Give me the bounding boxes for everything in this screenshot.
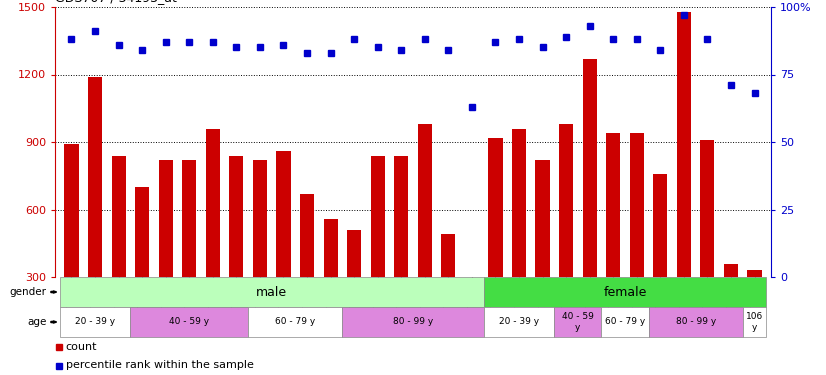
Bar xyxy=(342,307,484,337)
Bar xyxy=(441,234,455,277)
Bar xyxy=(183,160,197,277)
Bar xyxy=(629,133,643,277)
Bar xyxy=(347,230,361,277)
Text: gender: gender xyxy=(10,287,47,297)
Bar xyxy=(159,160,173,277)
Text: 40 - 59 y: 40 - 59 y xyxy=(169,318,209,327)
Text: 60 - 79 y: 60 - 79 y xyxy=(275,318,316,327)
Bar xyxy=(700,140,714,277)
Bar xyxy=(653,174,667,277)
Bar xyxy=(112,156,126,277)
Text: female: female xyxy=(603,285,647,298)
Bar xyxy=(88,77,102,277)
Bar xyxy=(131,307,248,337)
Text: 60 - 79 y: 60 - 79 y xyxy=(605,318,645,327)
Bar xyxy=(648,307,743,337)
Bar xyxy=(488,138,502,277)
Bar xyxy=(135,187,150,277)
Bar xyxy=(277,151,291,277)
Bar xyxy=(748,270,762,277)
Text: 20 - 39 y: 20 - 39 y xyxy=(499,318,539,327)
Text: percentile rank within the sample: percentile rank within the sample xyxy=(66,360,254,370)
Bar xyxy=(64,144,78,277)
Bar xyxy=(59,307,131,337)
Text: 80 - 99 y: 80 - 99 y xyxy=(393,318,433,327)
Text: 106
y: 106 y xyxy=(746,312,763,332)
Bar xyxy=(484,307,554,337)
Bar xyxy=(535,160,549,277)
Bar xyxy=(554,307,601,337)
Bar xyxy=(601,307,648,337)
Bar xyxy=(300,194,314,277)
Bar xyxy=(230,156,244,277)
Bar xyxy=(676,12,691,277)
Text: 20 - 39 y: 20 - 39 y xyxy=(75,318,115,327)
Bar xyxy=(743,307,767,337)
Bar xyxy=(484,277,767,307)
Bar xyxy=(324,219,338,277)
Bar xyxy=(418,124,432,277)
Bar xyxy=(559,124,573,277)
Text: age: age xyxy=(27,317,47,327)
Bar xyxy=(59,277,484,307)
Bar xyxy=(371,156,385,277)
Bar xyxy=(606,133,620,277)
Bar xyxy=(248,307,342,337)
Bar xyxy=(394,156,408,277)
Bar xyxy=(582,59,596,277)
Bar xyxy=(724,264,738,277)
Bar xyxy=(206,129,220,277)
Text: 80 - 99 y: 80 - 99 y xyxy=(676,318,716,327)
Bar xyxy=(512,129,526,277)
Text: 40 - 59
y: 40 - 59 y xyxy=(562,312,594,332)
Text: male: male xyxy=(256,285,287,298)
Bar xyxy=(253,160,267,277)
Text: count: count xyxy=(66,342,97,351)
Text: GDS707 / 34193_at: GDS707 / 34193_at xyxy=(55,0,177,4)
